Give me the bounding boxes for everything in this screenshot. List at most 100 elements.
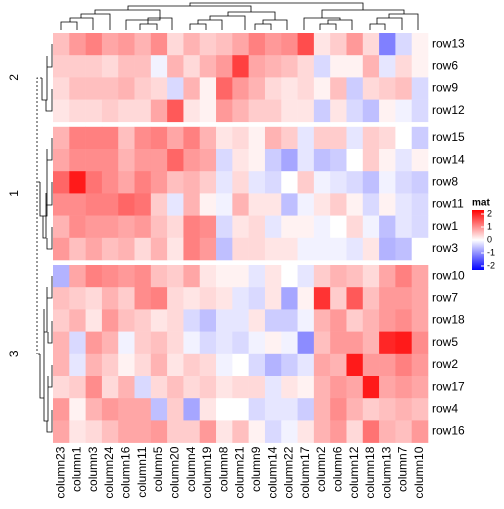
heatmap-cell (313, 149, 331, 172)
heatmap-cell (411, 376, 429, 399)
heatmap-cell (281, 77, 298, 100)
heatmap-cell (183, 376, 201, 399)
heatmap-cell (53, 77, 70, 100)
row-dendrogram (36, 44, 53, 433)
heatmap-cell (411, 398, 429, 421)
heatmap-cell (264, 265, 282, 288)
heatmap-cell (248, 398, 266, 421)
heatmap-cell (167, 149, 184, 172)
heatmap-cell (346, 193, 364, 216)
column-label: column17 (298, 446, 312, 498)
heatmap-cell (183, 398, 201, 421)
heatmap-cell (232, 265, 249, 288)
heatmap-cell (395, 77, 412, 100)
heatmap-cell (346, 237, 364, 261)
heatmap-cell (330, 99, 347, 123)
heatmap-cell (395, 398, 412, 421)
heatmap-cell (183, 215, 201, 239)
heatmap-cell (297, 33, 315, 56)
heatmap-cell (346, 77, 364, 100)
heatmap-cell (395, 287, 412, 310)
heatmap-cell (379, 171, 396, 194)
heatmap-cell (183, 126, 201, 150)
heatmap-cell (248, 99, 266, 123)
heatmap-cell (53, 353, 70, 377)
heatmap-cell (248, 287, 266, 310)
heatmap-cell (395, 215, 412, 239)
heatmap-cell (330, 149, 347, 172)
heatmap-cell (118, 33, 135, 56)
heatmap-cell (248, 126, 266, 150)
column-label: column8 (216, 446, 230, 492)
heatmap-cell (362, 77, 380, 100)
heatmap-cell (362, 309, 380, 332)
heatmap-cell (362, 193, 380, 216)
heatmap-cell (330, 376, 347, 399)
heatmap-cell (69, 420, 86, 443)
heatmap-cell (313, 376, 331, 399)
heatmap-cell (379, 55, 396, 78)
heatmap-cell (362, 420, 380, 443)
heatmap-cell (134, 331, 152, 355)
heatmap-cell (313, 398, 331, 421)
heatmap-cell (53, 237, 70, 261)
heatmap-cell (101, 398, 119, 421)
heatmap-cell (330, 77, 347, 100)
heatmap-cell (297, 99, 315, 123)
column-label: column14 (265, 446, 279, 498)
heatmap-cell (101, 265, 119, 288)
heatmap-cell (199, 99, 217, 123)
heatmap-cell (101, 33, 119, 56)
heatmap-cell (297, 215, 315, 239)
heatmap-cell (150, 265, 168, 288)
heatmap-cell (248, 376, 266, 399)
heatmap-cell (264, 99, 282, 123)
heatmap-cell (167, 77, 184, 100)
heatmap-cell (101, 420, 119, 443)
column-label: column5 (151, 446, 165, 492)
heatmap-cell (150, 77, 168, 100)
heatmap-cell (183, 193, 201, 216)
heatmap-cell (150, 33, 168, 56)
heatmap-cell (395, 420, 412, 443)
heatmap-cell (248, 149, 266, 172)
heatmap-cell (362, 33, 380, 56)
heatmap-cell (85, 353, 103, 377)
legend-title: mat (472, 198, 490, 209)
heatmap-cell (85, 237, 103, 261)
heatmap-cell (167, 376, 184, 399)
column-label: column19 (200, 446, 214, 498)
heatmap-cell (85, 149, 103, 172)
heatmap-cell (216, 193, 233, 216)
heatmap-cell (101, 171, 119, 194)
heatmap-cell (167, 126, 184, 150)
heatmap-cell (248, 353, 266, 377)
row-label: row13 (432, 36, 465, 50)
heatmap-cell (264, 420, 282, 443)
heatmap-cell (199, 331, 217, 355)
heatmap-cell (330, 265, 347, 288)
heatmap-cell (379, 237, 396, 261)
row-label: row12 (432, 103, 465, 117)
row-label: row10 (432, 268, 465, 282)
heatmap-cell (199, 33, 217, 56)
heatmap-cell (395, 55, 412, 78)
row-label: row15 (432, 130, 465, 144)
heatmap-cell (395, 33, 412, 56)
column-label: column18 (363, 446, 377, 498)
heatmap-cell (346, 398, 364, 421)
heatmap-cell (216, 376, 233, 399)
heatmap-cell (264, 237, 282, 261)
heatmap-cell (69, 265, 86, 288)
heatmap-cell (101, 193, 119, 216)
row-label: row11 (432, 197, 464, 211)
heatmap-cell (199, 126, 217, 150)
heatmap-cell (281, 353, 298, 377)
heatmap-cell (248, 33, 266, 56)
heatmap-cell (281, 55, 298, 78)
heatmap-cell (199, 149, 217, 172)
heatmap-cell (297, 331, 315, 355)
heatmap-cell (216, 215, 233, 239)
heatmap-cell (411, 331, 429, 355)
row-label: row2 (432, 357, 458, 371)
